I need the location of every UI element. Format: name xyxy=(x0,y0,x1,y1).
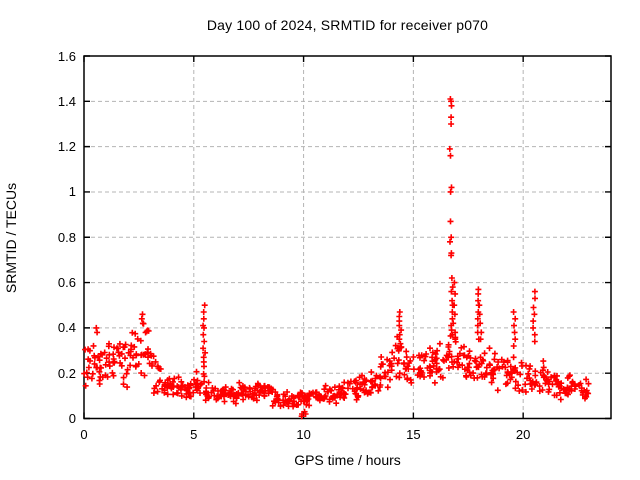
y-tick-label: 1.6 xyxy=(57,48,76,64)
x-tick-label: 10 xyxy=(296,426,311,442)
x-tick-label: 20 xyxy=(515,426,531,442)
y-tick-label: 1 xyxy=(68,184,76,200)
y-tick-label: 1.2 xyxy=(57,139,76,155)
x-axis-title: GPS time / hours xyxy=(294,452,401,468)
grid-lines xyxy=(91,63,604,412)
y-tick-label: 0.2 xyxy=(57,365,76,381)
x-tick-label: 5 xyxy=(190,426,198,442)
y-tick-label: 0.8 xyxy=(57,229,76,245)
x-tick-label: 15 xyxy=(406,426,421,442)
y-tick-label: 0 xyxy=(68,411,76,426)
chart-title: Day 100 of 2024, SRMTID for receiver p07… xyxy=(206,17,489,33)
plot-border xyxy=(83,55,612,420)
scatter-points-srmtid xyxy=(81,96,592,420)
y-tick-label: 1.4 xyxy=(57,93,76,109)
x-tick-label: 0 xyxy=(80,426,88,442)
y-tick-label: 0.4 xyxy=(57,320,76,336)
y-tick-label: 0.6 xyxy=(57,275,76,291)
